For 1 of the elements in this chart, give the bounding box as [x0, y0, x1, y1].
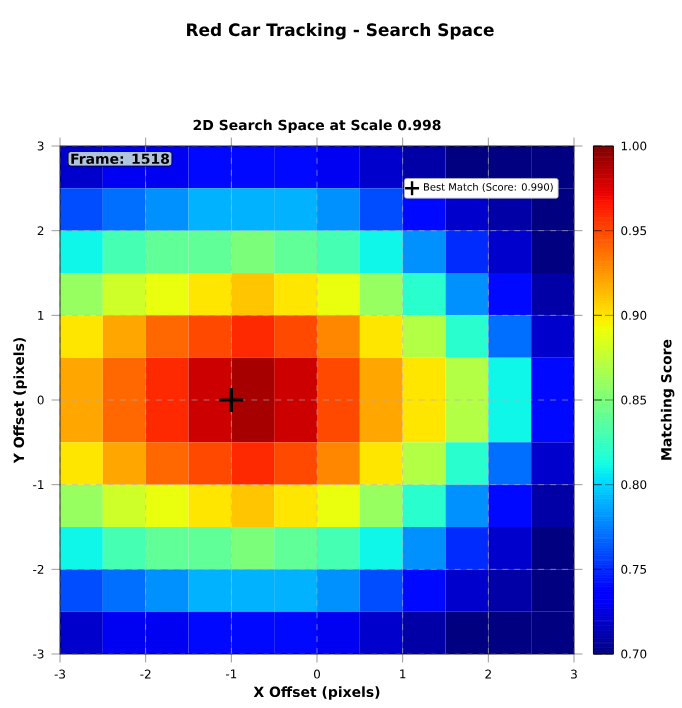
chart-title: Red Car Tracking - Search Space [187, 23, 494, 40]
